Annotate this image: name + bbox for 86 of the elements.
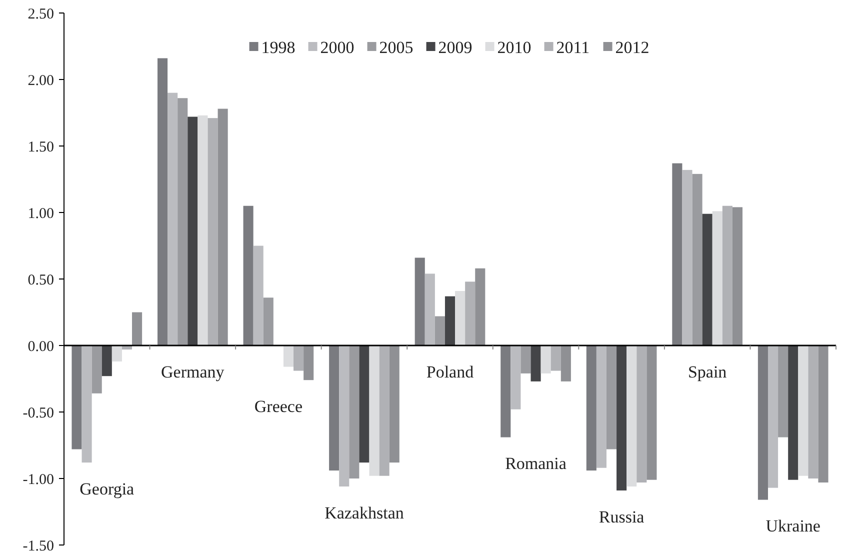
bar	[339, 346, 350, 486]
bar	[178, 98, 188, 346]
bar	[188, 116, 198, 346]
bar	[672, 163, 682, 346]
bar	[682, 170, 692, 346]
bar	[349, 346, 360, 478]
y-tick-label: 1.00	[28, 206, 54, 222]
bar	[92, 346, 102, 394]
y-tick-label: -0.50	[22, 405, 54, 422]
bar	[560, 346, 571, 382]
y-tick-label: 0.50	[28, 272, 54, 288]
bar	[379, 346, 390, 476]
bar	[636, 346, 647, 482]
x-tick-label: Kazakhstan	[324, 503, 404, 522]
bar	[359, 346, 370, 463]
bar	[208, 118, 218, 346]
bar	[389, 346, 400, 463]
legend-label: 2005	[379, 38, 414, 57]
x-tick-label: Romania	[505, 454, 567, 474]
x-tick-label: Georgia	[80, 479, 135, 498]
bar	[294, 346, 304, 371]
y-tick-label: 2.00	[28, 72, 54, 89]
bar	[520, 346, 531, 374]
legend-label: 2010	[497, 38, 532, 57]
legend-label: 2012	[615, 38, 650, 57]
bar	[198, 115, 208, 346]
bar	[158, 58, 168, 346]
legend-label: 2009	[438, 38, 472, 57]
bar	[369, 346, 380, 476]
legend-label: 1998	[261, 38, 296, 57]
y-tick-label: 1.50	[28, 139, 54, 156]
bar	[434, 316, 445, 346]
bar	[72, 346, 82, 450]
bar	[329, 346, 340, 471]
bar	[616, 346, 627, 490]
x-tick-label: Germany	[161, 362, 225, 382]
bar	[596, 346, 606, 468]
x-tick-label: Ukraine	[766, 516, 820, 536]
legend-label: 2011	[556, 38, 590, 57]
bar	[798, 346, 808, 476]
bar	[712, 211, 722, 346]
x-tick-label: Poland	[426, 362, 474, 382]
bar	[646, 346, 657, 480]
y-tick-label: -1.50	[22, 538, 54, 553]
bar	[102, 346, 112, 376]
y-tick-label: 2.50	[28, 6, 54, 22]
bar	[722, 206, 732, 346]
bar	[692, 174, 702, 346]
bar	[414, 258, 425, 346]
x-tick-label: Spain	[688, 362, 728, 382]
x-tick-label: Russia	[598, 507, 645, 526]
bar	[768, 346, 778, 488]
bar	[82, 346, 92, 463]
bar	[132, 312, 142, 346]
legend-label: 2000	[320, 38, 354, 57]
bar	[218, 108, 228, 346]
bar	[455, 290, 466, 346]
bar	[475, 268, 486, 346]
bar	[510, 346, 521, 410]
bar	[168, 92, 178, 346]
bar	[550, 346, 561, 371]
bar	[500, 346, 511, 438]
bar	[253, 246, 264, 346]
bar	[444, 296, 456, 346]
bar	[243, 206, 254, 346]
bar	[283, 346, 294, 367]
bar	[112, 346, 122, 362]
bar	[540, 346, 551, 374]
bar	[606, 346, 617, 450]
bar	[465, 282, 476, 346]
bar	[732, 207, 742, 346]
bar	[778, 346, 788, 438]
y-tick-label: -1.00	[22, 472, 54, 488]
bar	[626, 346, 637, 486]
bar	[788, 346, 798, 480]
bar	[808, 346, 818, 478]
bar	[424, 274, 435, 346]
bar	[586, 346, 596, 471]
bar	[702, 214, 712, 346]
x-tick-label: Greece	[254, 397, 303, 416]
bar	[304, 346, 314, 380]
bar	[818, 346, 828, 482]
bar	[758, 346, 768, 500]
bar	[263, 298, 274, 346]
y-tick-label: 0.00	[28, 338, 54, 355]
bar	[530, 346, 541, 382]
